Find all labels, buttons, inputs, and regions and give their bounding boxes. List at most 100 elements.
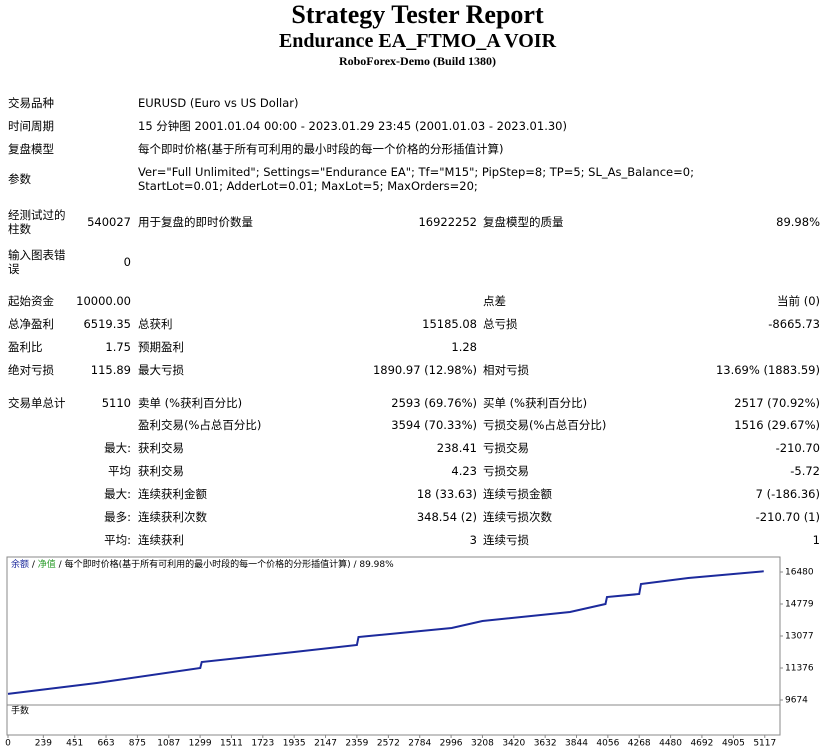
stat-label: 相对亏损 <box>483 363 529 377</box>
stat-value: 平均: <box>104 533 131 547</box>
stat-value: 1.28 <box>451 340 477 354</box>
stat-label: 复盘模型的质量 <box>483 215 564 229</box>
x-tick-label: 4268 <box>628 739 651 749</box>
x-tick-label: 1935 <box>283 739 306 749</box>
stat-value: -5.72 <box>790 464 820 478</box>
x-tick-label: 4480 <box>659 739 682 749</box>
stat-label: 交易单总计 <box>8 396 66 410</box>
stat-value: 5110 <box>101 396 131 410</box>
stat-value: 0 <box>123 255 131 269</box>
stat-value: -210.70 <box>775 441 820 455</box>
x-tick-label: 3208 <box>471 739 494 749</box>
stat-label: 预期盈利 <box>138 340 184 354</box>
stat-label: 亏损交易 <box>483 441 529 455</box>
info-label: 复盘模型 <box>8 142 54 156</box>
stat-label: 输入图表错误 <box>8 248 66 276</box>
stat-label: 总净盈利 <box>8 317 54 331</box>
x-tick-label: 1723 <box>251 739 274 749</box>
x-tick-label: 2996 <box>440 739 463 749</box>
x-tick-label: 1299 <box>189 739 212 749</box>
x-tick-label: 3420 <box>502 739 525 749</box>
stat-value: 16922252 <box>418 215 477 229</box>
legend-entry: 余额 <box>11 558 29 570</box>
stat-value: 最大: <box>104 487 131 501</box>
stat-value: 348.54 (2) <box>416 510 477 524</box>
stat-value: 1890.97 (12.98%) <box>372 363 477 377</box>
y-tick-label: 16480 <box>785 568 814 578</box>
stat-label: 总亏损 <box>483 317 518 331</box>
stat-label: 亏损交易(%占总百分比) <box>483 418 607 432</box>
info-label: 交易品种 <box>8 96 54 110</box>
stat-label: 连续获利次数 <box>138 510 207 524</box>
stat-value: 1 <box>812 533 820 547</box>
stat-value: 1516 (29.67%) <box>734 418 820 432</box>
stat-label: 连续亏损 <box>483 533 529 547</box>
stat-value: 13.69% (1883.59) <box>715 363 820 377</box>
stat-value: 3594 (70.33%) <box>391 418 477 432</box>
stat-label: 总获利 <box>138 317 173 331</box>
stat-value: 平均 <box>108 464 131 478</box>
x-tick-label: 0 <box>5 739 11 749</box>
stat-value: 3 <box>469 533 477 547</box>
stat-value: 7 (-186.36) <box>755 487 820 501</box>
info-label: 参数 <box>8 172 31 186</box>
info-value: 每个即时价格(基于所有可利用的最小时段的每一个价格的分形插值计算) <box>138 142 504 156</box>
legend-entry: 净值 <box>38 558 56 570</box>
legend: 余额 / 净值 / 每个即时价格(基于所有可利用的最小时段的每一个价格的分形插值… <box>11 558 394 570</box>
info-value: EURUSD (Euro vs US Dollar) <box>138 96 299 110</box>
stat-value: 最多: <box>104 510 131 524</box>
stat-value: 2593 (69.76%) <box>391 396 477 410</box>
x-tick-label: 4905 <box>722 739 745 749</box>
stat-label: 连续获利 <box>138 533 184 547</box>
x-tick-label: 5117 <box>753 739 776 749</box>
stat-label: 连续获利金额 <box>138 487 207 501</box>
stat-value: 15185.08 <box>422 317 477 331</box>
stat-label: 起始资金 <box>8 294 54 308</box>
x-tick-label: 3844 <box>565 739 588 749</box>
x-tick-label: 4056 <box>596 739 619 749</box>
stat-label: 获利交易 <box>138 464 184 478</box>
stat-label: 获利交易 <box>138 441 184 455</box>
stat-value: -210.70 (1) <box>755 510 820 524</box>
stat-value: 最大: <box>104 441 131 455</box>
info-value: 15 分钟图 2001.01.04 00:00 - 2023.01.29 23:… <box>138 119 567 133</box>
stat-label: 用于复盘的即时价数量 <box>138 215 253 229</box>
stat-label: 盈利交易(%占总百分比) <box>138 418 262 432</box>
plot-frame <box>6 556 781 706</box>
x-tick-label: 2572 <box>377 739 400 749</box>
stat-value: 238.41 <box>436 441 477 455</box>
balance-chart: 9674 11376 13077 14779 16480 0 239 451 663 875 108… <box>5 556 814 749</box>
stat-label: 亏损交易 <box>483 464 529 478</box>
legend-entry: 每个即时价格(基于所有可利用的最小时段的每一个价格的分形插值计算) <box>65 558 351 570</box>
stat-label: 连续亏损金额 <box>483 487 552 501</box>
y-tick-label: 11376 <box>785 663 814 673</box>
x-tick-label: 2359 <box>345 739 368 749</box>
y-tick-label: 9674 <box>785 695 808 705</box>
x-tick-label: 875 <box>129 739 146 749</box>
stat-label: 卖单 (%获利百分比) <box>138 396 243 410</box>
stat-value: 4.23 <box>451 464 477 478</box>
report-build: RoboForex-Demo (Build 1380) <box>338 54 497 68</box>
volume-label: 手数 <box>11 705 29 717</box>
stat-value: 115.89 <box>90 363 131 377</box>
stat-value: -8665.73 <box>768 317 820 331</box>
stat-value: 18 (33.63) <box>416 487 477 501</box>
y-tick-label: 13077 <box>785 632 814 642</box>
stat-value: 6519.35 <box>83 317 131 331</box>
stat-value: 10000.00 <box>76 294 131 308</box>
x-tick-label: 239 <box>35 739 52 749</box>
stat-label: 连续亏损次数 <box>483 510 552 524</box>
stat-value: 89.98% <box>776 215 820 229</box>
x-tick-label: 1511 <box>220 739 243 749</box>
x-tick-label: 663 <box>97 739 114 749</box>
stat-label: 绝对亏损 <box>8 363 54 377</box>
info-label: 时间周期 <box>8 119 54 133</box>
stat-value: 当前 (0) <box>777 294 820 308</box>
stat-label: 最大亏损 <box>138 363 184 377</box>
volume-frame <box>6 704 781 736</box>
stat-label: 经测试过的柱数 <box>8 208 66 236</box>
x-tick-label: 4692 <box>690 739 713 749</box>
stat-label: 点差 <box>483 294 506 308</box>
stat-value: 2517 (70.92%) <box>734 396 820 410</box>
